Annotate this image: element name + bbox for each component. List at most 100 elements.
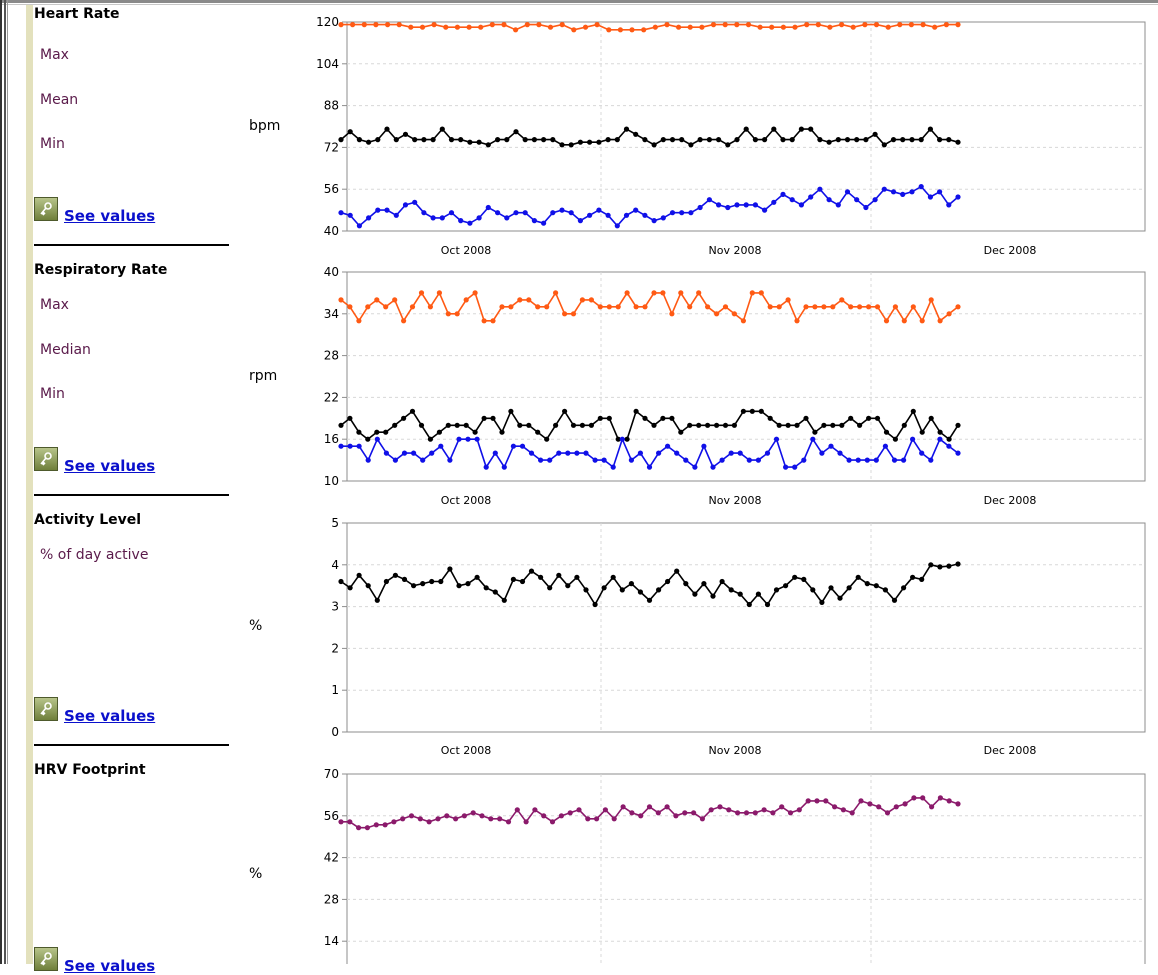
key-icon[interactable] xyxy=(34,197,58,221)
data-point xyxy=(504,137,510,143)
key-icon[interactable] xyxy=(34,697,58,721)
data-point xyxy=(633,207,639,213)
y-tick-label: 56 xyxy=(324,809,339,823)
data-point xyxy=(393,137,399,143)
data-point xyxy=(725,142,731,148)
see-values-activity-level[interactable]: See values xyxy=(34,697,155,725)
data-point xyxy=(688,210,694,216)
data-point xyxy=(522,137,528,143)
data-point xyxy=(665,578,671,585)
data-point xyxy=(356,137,362,143)
data-point xyxy=(937,137,943,143)
data-point xyxy=(696,290,702,296)
section-divider xyxy=(34,494,229,496)
data-point xyxy=(411,450,417,456)
data-point xyxy=(476,215,482,221)
plot-area xyxy=(346,522,1146,733)
data-point xyxy=(492,450,498,456)
data-point xyxy=(844,189,851,195)
data-point xyxy=(789,197,795,203)
data-point xyxy=(697,137,703,143)
data-point xyxy=(547,457,553,463)
see-values-link[interactable]: See values xyxy=(64,207,156,225)
data-point xyxy=(937,436,943,442)
data-point xyxy=(454,422,460,428)
data-point xyxy=(891,457,898,463)
x-tick-label: Dec 2008 xyxy=(984,244,1037,257)
data-point xyxy=(910,574,916,580)
data-point xyxy=(417,816,423,822)
data-point xyxy=(734,22,740,28)
data-point xyxy=(890,189,897,195)
plot-area xyxy=(346,773,1146,964)
data-point xyxy=(701,581,707,587)
data-point xyxy=(858,798,864,804)
data-point xyxy=(365,436,371,442)
data-point xyxy=(848,304,854,310)
data-point xyxy=(776,304,782,310)
see-values-respiratory-rate[interactable]: See values xyxy=(34,447,155,475)
data-point xyxy=(338,422,344,428)
data-point xyxy=(794,422,800,428)
data-point xyxy=(660,137,666,143)
data-point xyxy=(579,422,586,428)
data-point xyxy=(830,422,836,428)
data-point xyxy=(528,568,535,574)
data-point xyxy=(606,415,612,421)
data-point xyxy=(615,304,621,310)
data-point xyxy=(411,583,417,589)
data-point xyxy=(646,597,653,603)
data-point xyxy=(436,429,442,435)
data-point xyxy=(864,581,870,587)
data-point xyxy=(495,210,501,216)
data-point xyxy=(485,142,491,148)
x-tick-label: Oct 2008 xyxy=(441,744,492,757)
data-point xyxy=(918,137,924,143)
data-point xyxy=(901,422,907,428)
data-point xyxy=(596,139,602,145)
data-point xyxy=(752,137,759,143)
data-point xyxy=(528,450,535,456)
see-values-link[interactable]: See values xyxy=(64,707,156,725)
y-axis-unit-label: % xyxy=(249,618,263,634)
data-point xyxy=(716,202,722,208)
see-values-link[interactable]: See values xyxy=(64,457,156,475)
data-point xyxy=(583,587,589,593)
data-point xyxy=(881,186,887,192)
data-point xyxy=(438,443,444,449)
data-point xyxy=(605,137,611,143)
data-point xyxy=(447,566,453,572)
data-point xyxy=(783,464,789,470)
data-point xyxy=(574,450,580,456)
data-point xyxy=(628,581,635,587)
data-point xyxy=(597,415,603,421)
data-point xyxy=(955,22,961,28)
see-values-heart-rate[interactable]: See values xyxy=(34,197,155,225)
data-point xyxy=(565,583,571,589)
data-point xyxy=(734,137,740,143)
data-point xyxy=(629,27,635,33)
key-icon[interactable] xyxy=(34,447,58,471)
data-point xyxy=(436,290,442,296)
data-point xyxy=(338,578,344,585)
data-point xyxy=(873,457,879,463)
legend-mean: Mean xyxy=(40,92,79,108)
data-point xyxy=(794,318,800,324)
data-point xyxy=(577,139,584,145)
data-point xyxy=(628,457,635,463)
y-tick-label: 4 xyxy=(331,558,339,572)
data-point xyxy=(633,131,639,137)
data-point xyxy=(762,207,768,213)
data-point xyxy=(596,207,602,213)
data-point xyxy=(453,816,459,822)
data-point xyxy=(819,450,825,456)
data-point xyxy=(458,218,464,224)
data-point xyxy=(427,304,433,310)
section-title-hrv-footprint: HRV Footprint xyxy=(34,762,146,778)
data-point xyxy=(571,27,577,33)
data-point xyxy=(706,137,713,143)
data-point xyxy=(839,422,845,428)
data-point xyxy=(817,137,823,143)
data-point xyxy=(485,204,491,211)
data-point xyxy=(728,587,734,593)
